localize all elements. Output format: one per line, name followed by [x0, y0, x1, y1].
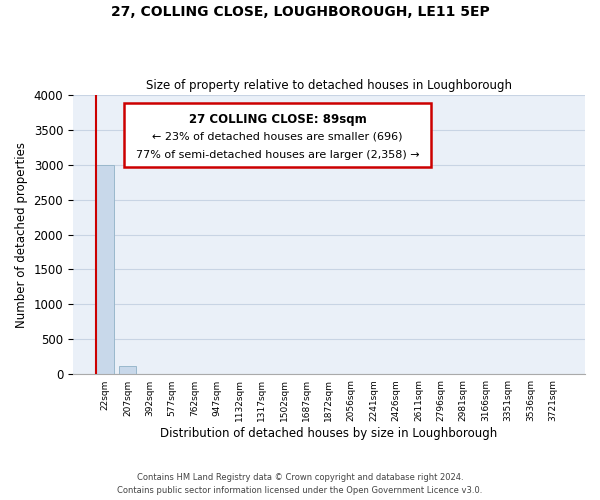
Bar: [96, 164, 114, 374]
Text: 27, COLLING CLOSE, LOUGHBOROUGH, LE11 5EP: 27, COLLING CLOSE, LOUGHBOROUGH, LE11 5E…: [110, 5, 490, 19]
Title: Size of property relative to detached houses in Loughborough: Size of property relative to detached ho…: [146, 79, 512, 92]
Text: 27 COLLING CLOSE: 89sqm: 27 COLLING CLOSE: 89sqm: [189, 112, 367, 126]
Text: Contains HM Land Registry data © Crown copyright and database right 2024.
Contai: Contains HM Land Registry data © Crown c…: [118, 474, 482, 495]
FancyBboxPatch shape: [124, 103, 431, 168]
Text: 77% of semi-detached houses are larger (2,358) →: 77% of semi-detached houses are larger (…: [136, 150, 419, 160]
Text: ← 23% of detached houses are smaller (696): ← 23% of detached houses are smaller (69…: [152, 131, 403, 141]
Bar: [119, 366, 136, 374]
X-axis label: Distribution of detached houses by size in Loughborough: Distribution of detached houses by size …: [160, 427, 497, 440]
Y-axis label: Number of detached properties: Number of detached properties: [15, 142, 28, 328]
